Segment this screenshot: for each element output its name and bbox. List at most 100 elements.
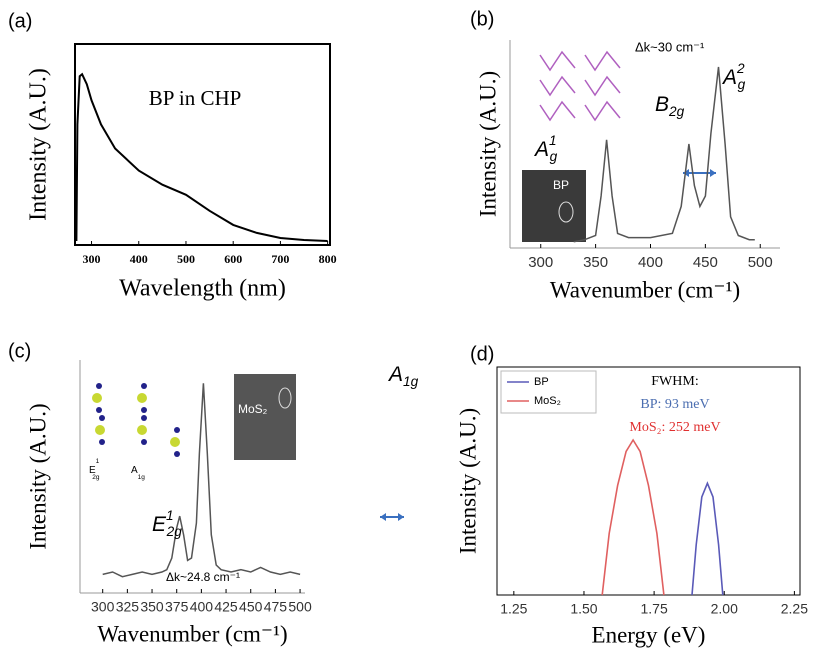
legend-label: MoS₂ [534, 395, 561, 407]
annotation-sub: 2g [92, 474, 100, 481]
annotation-sub: 1g [403, 374, 419, 389]
structure-sketch [539, 75, 576, 97]
x-tick-label: 400 [638, 254, 663, 271]
y-axis-label: Intensity (A.U.) [26, 68, 52, 221]
atom-mo [141, 383, 147, 389]
x-tick-label: 400 [130, 252, 148, 266]
atom-mo [174, 451, 180, 457]
x-tick-label: 350 [140, 599, 164, 615]
data-line [573, 66, 755, 243]
annotation: E1 2g [89, 458, 100, 481]
y-axis-label: Intensity (A.U.) [455, 408, 480, 554]
annotation-sup: 1 [549, 133, 557, 148]
structure-sketch [584, 100, 621, 122]
x-tick-label: 1.25 [500, 601, 527, 617]
x-tick-label: 300 [83, 252, 101, 266]
x-tick-label: 800 [319, 252, 337, 266]
data-line [75, 72, 328, 242]
annotation-sup: 1 [96, 458, 100, 465]
annotation-sub: g [550, 149, 558, 164]
data-line [601, 438, 665, 596]
plot-frame [74, 43, 331, 246]
annotation-sub: 1g [138, 474, 146, 481]
annotation: BP in CHP [149, 86, 242, 110]
x-tick-label: 300 [91, 599, 115, 615]
atom-mo [99, 439, 105, 445]
annotation-sub: 2g [668, 104, 685, 119]
x-tick-label: 325 [116, 599, 140, 615]
panel-label: (b) [470, 8, 494, 30]
atom-mo [174, 427, 180, 433]
annotation-base: A [533, 138, 549, 161]
atom-mo [141, 407, 147, 413]
arrow-head [380, 513, 404, 521]
atom-s [137, 393, 147, 403]
annotation: BP: 93 meV [640, 397, 709, 412]
x-tick-label: 2.00 [711, 601, 738, 617]
x-tick-label: 475 [264, 599, 288, 615]
x-tick-label: 500 [177, 252, 195, 266]
annotation-base: E [152, 513, 167, 536]
x-tick-label: 450 [693, 254, 718, 271]
x-tick-label: 300 [528, 254, 553, 271]
x-axis-label: Energy (eV) [592, 622, 706, 647]
data-line [691, 481, 724, 596]
inset-image [234, 374, 296, 460]
x-axis-label: Wavenumber (cm⁻¹) [550, 277, 740, 302]
panel-label: (d) [470, 343, 494, 365]
annotation-base: A [721, 66, 737, 89]
y-axis-label: Intensity (A.U.) [25, 403, 50, 549]
annotation-base: E [89, 465, 96, 476]
annotation: A2 g [721, 61, 746, 92]
atom-s [137, 425, 147, 435]
annotation-sup: 2 [736, 61, 745, 76]
inset-circle [558, 201, 574, 223]
annotation: BP [553, 178, 569, 192]
annotation-sub: g [738, 77, 746, 92]
inset-image [522, 170, 586, 242]
atom-mo [141, 439, 147, 445]
atom-mo [96, 407, 102, 413]
x-tick-label: 500 [288, 599, 312, 615]
plot-frame [496, 366, 801, 596]
atom-mo [141, 415, 147, 421]
annotation: Δk~30 cm⁻¹ [635, 39, 705, 54]
legend-label: BP [534, 376, 549, 388]
atom-s [170, 437, 180, 447]
inset-circle [278, 387, 292, 409]
annotation: MoS₂: 252 meV [629, 420, 720, 435]
legend-box [500, 370, 597, 414]
x-tick-label: 450 [239, 599, 263, 615]
annotation-sub: 2g [166, 524, 183, 539]
panel-label: (a) [8, 10, 32, 32]
annotation: MoS₂ [238, 402, 268, 416]
annotation-base: A [387, 363, 403, 386]
x-tick-label: 350 [583, 254, 608, 271]
annotation-base: MoS₂: 252 meV [629, 420, 720, 435]
x-tick-label: 500 [748, 254, 773, 271]
x-tick-label: 400 [190, 599, 214, 615]
annotation-sup: 1 [166, 508, 174, 523]
x-tick-label: 375 [165, 599, 189, 615]
structure-sketch [539, 50, 576, 72]
annotation: A1g [387, 363, 419, 389]
x-tick-label: 700 [271, 252, 289, 266]
panel-label: (c) [8, 340, 31, 362]
x-tick-label: 425 [214, 599, 238, 615]
annotation: A1g [131, 465, 145, 481]
annotation: E1 2g [152, 508, 182, 539]
structure-sketch [584, 75, 621, 97]
atom-s [92, 393, 102, 403]
annotation: FWHM: [651, 374, 698, 389]
x-axis-label: Wavelength (nm) [119, 276, 286, 302]
x-tick-label: 1.50 [570, 601, 597, 617]
annotation-base: BP: 93 meV [640, 397, 709, 412]
annotation: Δk~24.8 cm⁻¹ [166, 570, 240, 584]
x-axis-label: Wavenumber (cm⁻¹) [97, 621, 287, 646]
structure-sketch [584, 50, 621, 72]
atom-s [95, 425, 105, 435]
x-tick-label: 1.75 [640, 601, 667, 617]
y-axis-label: Intensity (A.U.) [475, 71, 500, 217]
atom-mo [96, 383, 102, 389]
